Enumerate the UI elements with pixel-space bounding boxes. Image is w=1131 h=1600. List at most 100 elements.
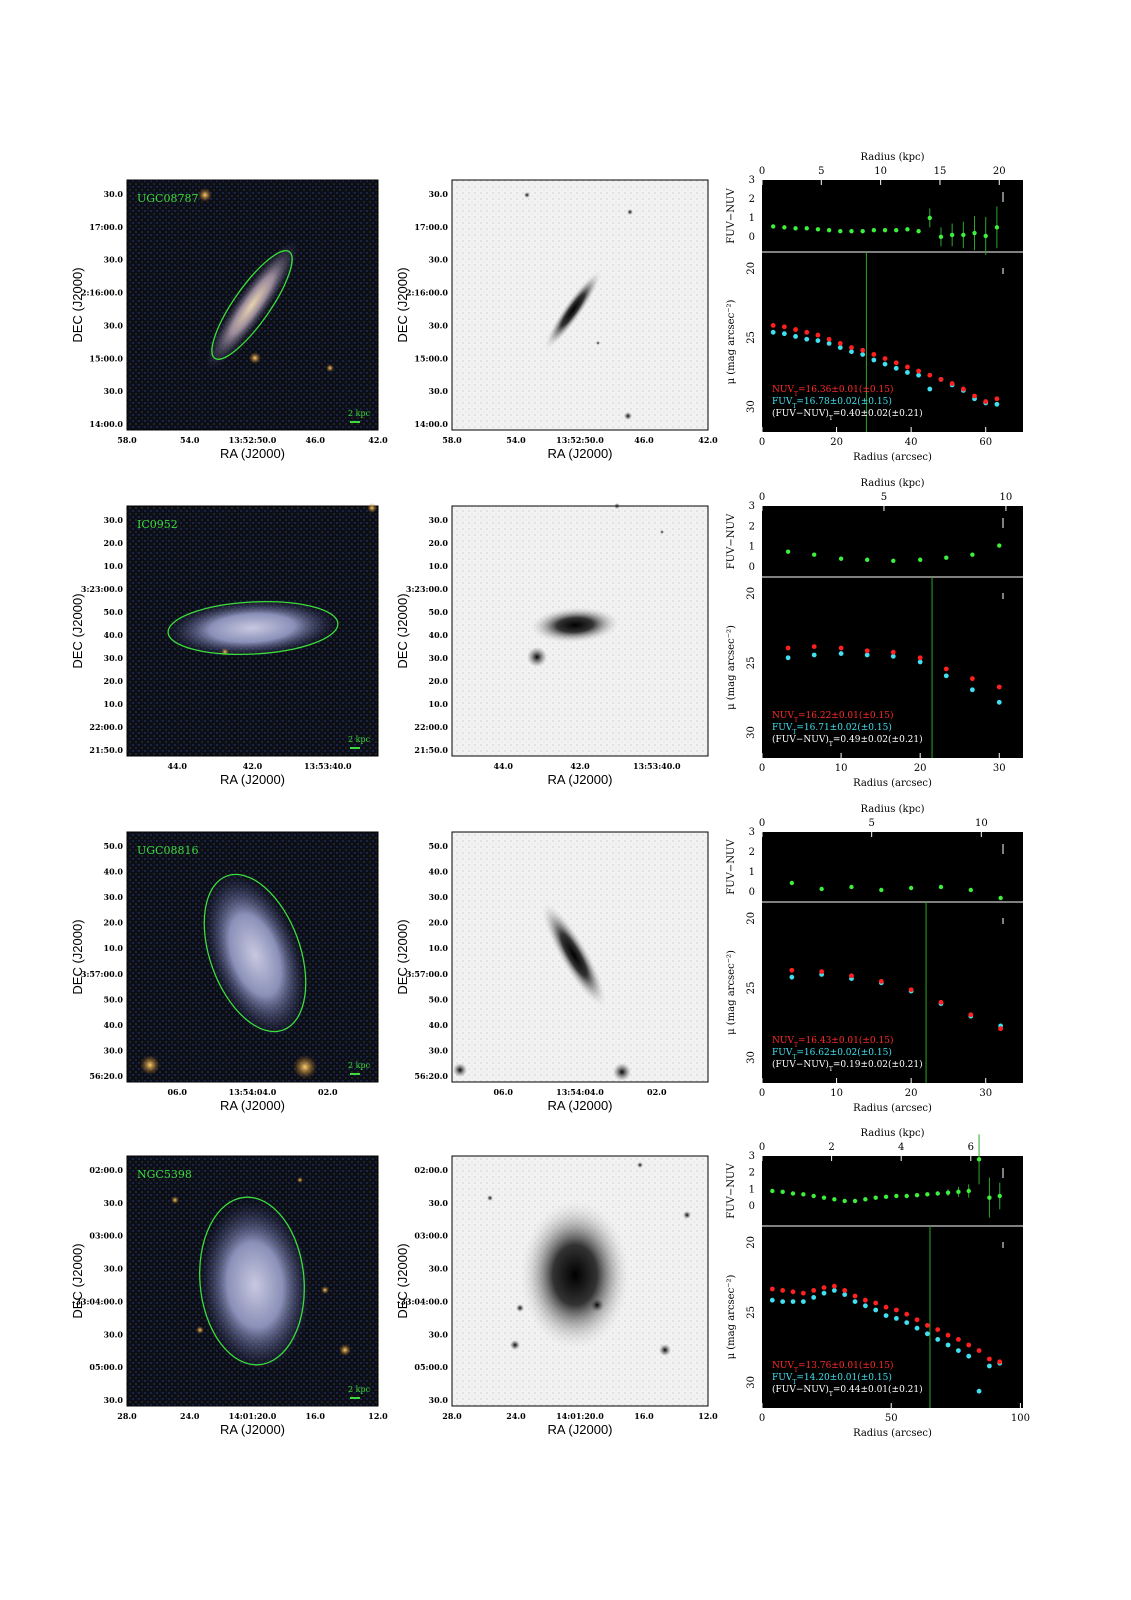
- dec-tick-label: 50.0: [104, 841, 124, 851]
- galaxy-row: UGC08787 2 kpc 58.0 54.0 13:52:50.0 46.0 42.0 3…: [70, 152, 1023, 463]
- mu-tick-label: 20: [746, 262, 757, 275]
- fuv-point: [793, 334, 798, 339]
- fuv-point: [943, 673, 949, 679]
- kpc-tick-label: 5: [881, 492, 887, 503]
- field-star: [596, 341, 600, 345]
- galaxy-image: [203, 873, 307, 1037]
- nuv-point: [966, 1342, 972, 1348]
- ra-tick-label: 06.0: [493, 1087, 513, 1097]
- mu-tick-label: 30: [746, 1376, 757, 1389]
- color-point: [882, 228, 888, 233]
- ra-tick-label: 13:54:04.0: [229, 1087, 277, 1097]
- color-tick-label: 1: [749, 1184, 755, 1195]
- color-point: [983, 233, 988, 239]
- legend-color: (FUV−NUV)T=0.44±0.01(±0.21): [772, 1384, 923, 1398]
- color-point: [785, 549, 791, 554]
- field-star: [524, 192, 530, 198]
- dec-tick-label: 30.0: [429, 386, 449, 396]
- fuv-point: [893, 365, 899, 371]
- dec-tick-label: 02:00.0: [414, 1165, 448, 1175]
- color-point: [976, 1157, 982, 1162]
- field-star: [140, 1055, 160, 1075]
- color-point: [821, 1195, 827, 1200]
- nuv-point: [968, 1012, 974, 1018]
- nuv-point: [793, 327, 798, 332]
- galaxy-image: [167, 599, 337, 657]
- aperture-ellipse: [203, 873, 307, 1033]
- ra-tick-label: 54.0: [180, 435, 200, 445]
- color-point: [966, 1188, 971, 1194]
- dec-tick-label: 15:00.0: [414, 353, 448, 363]
- mu-axis-label: μ (mag arcsec⁻²): [726, 625, 737, 710]
- color-point: [849, 228, 854, 234]
- legend-nuv: NUVT=16.36±0.01(±0.15): [772, 384, 893, 398]
- mu-tick-label: 25: [746, 657, 757, 670]
- fuv-point: [871, 357, 877, 363]
- legend-color-value: =0.40±0.02(±0.21): [833, 408, 923, 419]
- nuv-point: [972, 393, 977, 399]
- fuv-point: [770, 329, 776, 335]
- ra-tick-label: 16.0: [634, 1411, 654, 1421]
- color-point: [804, 226, 809, 231]
- galaxy-grey-image: [520, 1200, 630, 1350]
- ra-tick-label: 58.0: [117, 435, 137, 445]
- arcsec-axis-label: Radius (arcsec): [853, 778, 932, 789]
- legend-subscript: T: [829, 415, 833, 422]
- legend-color-value: =0.44±0.01(±0.21): [833, 1384, 923, 1395]
- color-point: [894, 228, 899, 233]
- ra-tick-label: 13:52:50.0: [229, 435, 277, 445]
- nuv-point: [969, 676, 975, 682]
- dec-tick-label: -33:04:00.0: [72, 1296, 123, 1306]
- dec-axis-label: DEC (J2000): [395, 593, 410, 668]
- field-star: [614, 503, 620, 509]
- ra-tick-label: 46.0: [634, 435, 654, 445]
- dec-tick-label: 10.0: [429, 699, 449, 709]
- ra-tick-label: 02.0: [647, 1087, 667, 1097]
- ra-axis-label: RA (J2000): [547, 446, 612, 461]
- color-tick-label: 2: [749, 1168, 755, 1179]
- ra-tick-label: 13:53:40.0: [304, 761, 352, 771]
- legend-color: (FUV−NUV)T=0.40±0.02(±0.21): [772, 408, 923, 422]
- color-tick-label: 0: [749, 1201, 755, 1212]
- fuv-point: [785, 655, 791, 661]
- dec-tick-label: 50.0: [104, 607, 124, 617]
- scale-bar-label: 2 kpc: [348, 409, 371, 418]
- fuv-point: [864, 652, 870, 658]
- dec-tick-label: 30.0: [429, 320, 449, 330]
- nuv-point: [871, 352, 877, 357]
- legend-nuv: NUVT=16.43±0.01(±0.15): [772, 1035, 893, 1049]
- field-star: [660, 530, 664, 534]
- dec-tick-label: 15:00.0: [89, 353, 123, 363]
- field-star: [637, 1162, 643, 1168]
- dec-tick-label: 30.0: [429, 892, 449, 902]
- color-point: [925, 1192, 930, 1197]
- galaxy-name: NGC5398: [137, 1168, 192, 1181]
- dec-tick-label: 3:57:00.0: [406, 969, 449, 979]
- color-point: [879, 887, 884, 893]
- scale-bar-label: 2 kpc: [348, 735, 371, 744]
- legend-color: (FUV−NUV)T=0.19±0.02(±0.21): [772, 1059, 923, 1073]
- dec-tick-label: 50.0: [104, 994, 124, 1004]
- nuv-point: [917, 655, 923, 661]
- legend-fuv: FUVT=16.71±0.02(±0.15): [772, 722, 892, 736]
- arcsec-tick-label: 0: [759, 1088, 765, 1099]
- color-point: [780, 1189, 785, 1195]
- dec-tick-label: 30.0: [104, 1198, 124, 1208]
- color-point: [894, 1193, 899, 1199]
- ra-tick-label: 28.0: [117, 1411, 137, 1421]
- dec-axis-label: DEC (J2000): [70, 593, 85, 668]
- dec-tick-label: 30.0: [104, 255, 124, 265]
- nuv-point: [790, 1289, 796, 1295]
- color-point: [972, 230, 977, 236]
- kpc-tick-label: 4: [898, 1142, 904, 1153]
- ra-axis-label: RA (J2000): [220, 446, 285, 461]
- arcsec-tick-label: 0: [759, 437, 765, 448]
- nuv-point: [924, 1323, 930, 1328]
- dec-tick-label: 30.0: [429, 1198, 449, 1208]
- nuv-point: [994, 396, 1000, 402]
- arcsec-tick-label: 0: [759, 763, 765, 774]
- legend-subscript: T: [792, 1054, 796, 1061]
- profile-plot-bg: [762, 506, 1023, 758]
- nuv-point: [938, 999, 944, 1005]
- mu-tick-label: 30: [746, 726, 757, 739]
